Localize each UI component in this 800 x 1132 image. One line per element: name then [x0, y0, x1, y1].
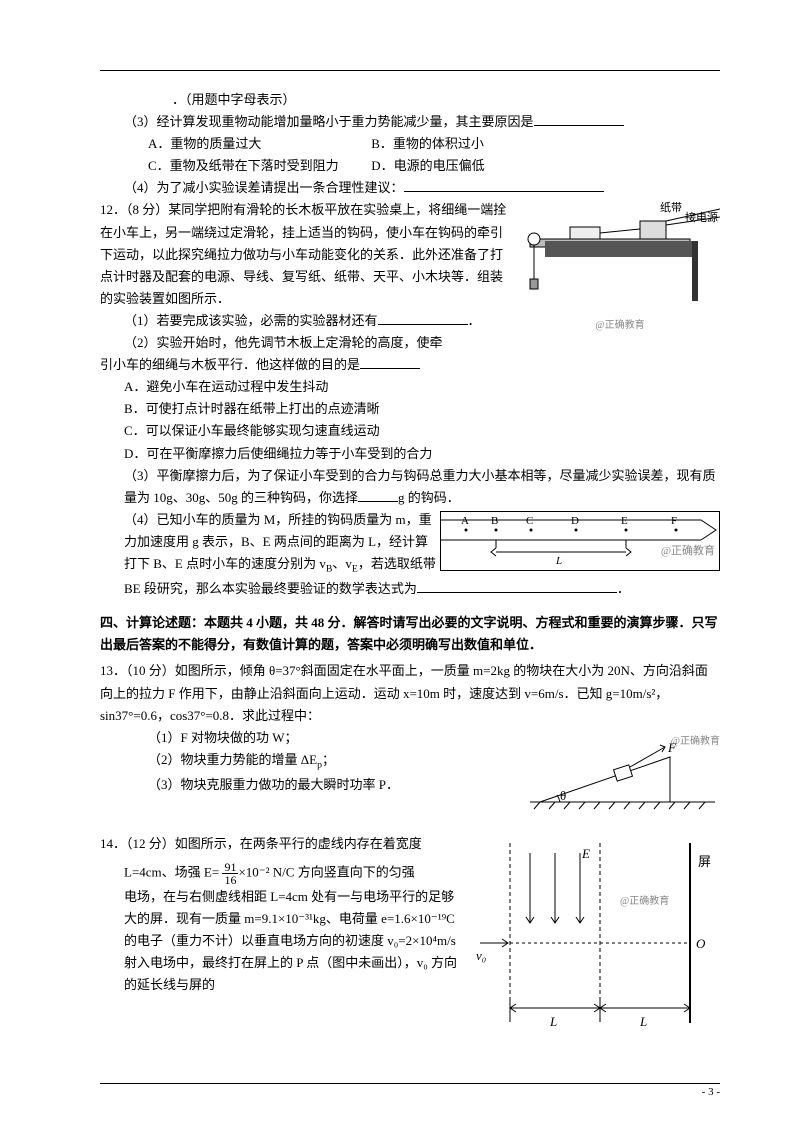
- q12-p3: （3）平衡摩擦力后，为了保证小车受到的合力与钩码总重力大小基本相等，尽量减少实验…: [100, 465, 720, 509]
- q12-p4b: 、v: [332, 556, 352, 571]
- tape-f: F: [671, 512, 677, 531]
- q14-l2a: L=4cm、场强 E=: [124, 864, 219, 879]
- prev-line: ．（用题中字母表示）: [100, 89, 720, 111]
- tape-a: A: [461, 512, 469, 531]
- blank[interactable]: [417, 580, 617, 593]
- opt-d: D．电源的电压偏低: [371, 155, 591, 177]
- tape-e: E: [621, 512, 628, 531]
- top-rule: [100, 70, 720, 71]
- label-ping: 屏: [698, 851, 711, 873]
- label-theta: θ: [560, 785, 566, 807]
- label-jiedianyuan: 接电源: [685, 209, 718, 228]
- q12-opt-b: B．可使打点计时器在纸带上打出的点迹清晰: [100, 398, 720, 420]
- prev-q3-opts1: A．重物的质量过大 B．重物的体积过小: [100, 133, 720, 155]
- blank[interactable]: [378, 312, 468, 325]
- label-l2: L: [640, 1011, 647, 1033]
- label-o: O: [696, 933, 705, 955]
- q12-p2a: （2）实验开始时，他先调节木板上定滑轮的高度，使牵: [100, 332, 720, 354]
- q13-p2b: ；: [322, 752, 335, 767]
- q14-diagram: E v₀ L L O 屏 @正确教育: [470, 833, 720, 1033]
- q12-diagram: 纸带 接电源 @正确教育: [520, 199, 720, 333]
- fraction: 91 16: [222, 861, 238, 886]
- label-e: E: [582, 843, 590, 865]
- frac-den: 16: [222, 874, 238, 886]
- prev-q3-text: （3）经计算发现重物动能增加量略小于重力势能减少量，其主要原因是: [124, 114, 534, 129]
- tape-c: C: [526, 512, 533, 531]
- blank[interactable]: [358, 489, 398, 502]
- blank[interactable]: [360, 356, 420, 369]
- q12: 纸带 接电源 @正确教育 12．（8 分）某同学把附有滑轮的长木板平放在实验桌上…: [100, 199, 720, 600]
- opt-c: C．重物及纸带在下落时受到阻力: [148, 155, 368, 177]
- tape-d: D: [571, 512, 579, 531]
- q12-opt-a: A．避免小车在运动过程中发生抖动: [100, 376, 720, 398]
- blank[interactable]: [534, 113, 624, 126]
- q14-l2b: ×10⁻²: [238, 864, 269, 879]
- page-number: - 3 -: [702, 1086, 720, 1098]
- section4-title: 四、计算论述题：本题共 4 小题，共 48 分．解答时请写出必要的文字说明、方程…: [100, 612, 720, 656]
- tape-diagram: A B C D E F L @正确教育: [440, 511, 720, 571]
- q12-opt-d: D．可在平衡摩擦力后使细绳拉力等于小车受到的合力: [100, 443, 720, 465]
- q12-p1-text: （1）若要完成该实验，必需的实验器材还有: [124, 313, 378, 328]
- q12-p2b: 引小车的细绳与木板平行．他这样做的目的是: [100, 354, 720, 376]
- q13-head: 13．（10 分）如图所示，倾角 θ=37°斜面固定在水平面上，一质量 m=2k…: [100, 660, 720, 726]
- label-v0: v₀: [476, 945, 486, 967]
- tape-b: B: [491, 512, 498, 531]
- q13-wm: @正确教育: [671, 733, 720, 750]
- tape-wm: @正确教育: [661, 542, 715, 561]
- q12-p2b-text: 引小车的细绳与木板平行．他这样做的目的是: [100, 357, 360, 372]
- q13: 13．（10 分）如图所示，倾角 θ=37°斜面固定在水平面上，一质量 m=2k…: [100, 660, 720, 816]
- tape-l: L: [556, 552, 562, 571]
- opt-b: B．重物的体积过小: [371, 133, 591, 155]
- q14-wm: @正确教育: [620, 893, 669, 910]
- prev-q4-text: （4）为了减小实验误差请提出一条合理性建议：: [124, 180, 404, 195]
- q12-p3b: g 的钩码．: [398, 490, 460, 505]
- q13-p2-text: （2）物块重力势能的增量 ΔE: [148, 752, 317, 767]
- frac-num: 91: [222, 861, 238, 874]
- q14: E v₀ L L O 屏 @正确教育 14．（12 分）如图所示，在两条平行的虚…: [100, 833, 720, 1033]
- q14-l2c: N/C 方向竖直向下的匀强: [273, 864, 415, 879]
- opt-a: A．重物的质量过大: [148, 133, 368, 155]
- watermark: @正确教育: [520, 317, 720, 334]
- label-l1: L: [550, 1011, 557, 1033]
- prev-q3: （3）经计算发现重物动能增加量略小于重力势能减少量，其主要原因是: [100, 111, 720, 133]
- page-footer: - 3 -: [702, 1083, 720, 1102]
- q13-diagram: F θ @正确教育: [530, 727, 720, 817]
- prev-q3-opts2: C．重物及纸带在下落时受到阻力 D．电源的电压偏低: [100, 155, 720, 177]
- label-zhidai: 纸带: [660, 199, 682, 218]
- q12-opt-c: C．可以保证小车最终能够实现匀速直线运动: [100, 420, 720, 442]
- blank[interactable]: [404, 179, 604, 192]
- prev-q4: （4）为了减小实验误差请提出一条合理性建议：: [100, 177, 720, 199]
